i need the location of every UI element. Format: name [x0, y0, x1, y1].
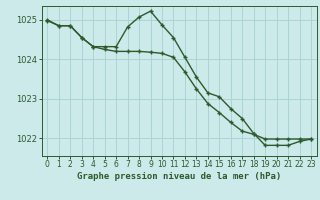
- X-axis label: Graphe pression niveau de la mer (hPa): Graphe pression niveau de la mer (hPa): [77, 172, 281, 181]
